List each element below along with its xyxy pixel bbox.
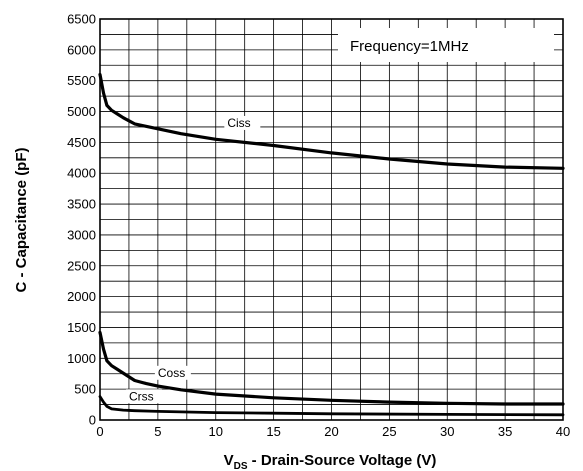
series-curves: [98, 72, 565, 417]
x-axis-label: VDS - Drain-Source Voltage (V): [224, 452, 437, 471]
y-tick-label: 6500: [67, 12, 96, 27]
x-tick-label: 35: [498, 424, 512, 439]
series-label-crss: Crss: [129, 389, 154, 403]
y-tick-label: 6000: [67, 42, 96, 57]
x-axis-label-text: - Drain-Source Voltage (V): [248, 452, 437, 469]
plot-frame: [99, 18, 564, 421]
x-tick-label: 10: [209, 424, 223, 439]
x-tick-label: 40: [556, 424, 570, 439]
x-tick-label: 15: [266, 424, 280, 439]
x-tick-label: 5: [154, 424, 161, 439]
y-tick-label: 2000: [67, 289, 96, 304]
y-tick-label: 1500: [67, 320, 96, 335]
grid: [99, 18, 564, 421]
y-tick-label: 2500: [67, 258, 96, 273]
series-line-coss: [98, 330, 565, 406]
x-tick-labels: 0 5 10 15 20 25 30 35 40: [96, 424, 570, 439]
x-tick-label: 20: [324, 424, 338, 439]
y-tick-labels: 0 500 1000 1500 2000 2500 3000 3500 4000 4500 5000…: [67, 12, 96, 428]
y-tick-label: 5500: [67, 73, 96, 88]
y-tick-label: 4000: [67, 166, 96, 181]
series-line-crss: [98, 395, 565, 417]
annotation-box: Frequency=1MHz: [338, 28, 554, 62]
series-line-ciss: [98, 72, 565, 170]
x-axis-label-symbol: V: [224, 452, 234, 469]
y-tick-label: 1000: [67, 351, 96, 366]
series-label-coss: Coss: [158, 366, 185, 380]
series-label-background: [224, 115, 261, 130]
y-tick-label: 3500: [67, 197, 96, 212]
series-label-background: [154, 365, 191, 380]
y-axis-label: C - Capacitance (pF): [13, 147, 30, 292]
x-tick-label: 0: [96, 424, 103, 439]
x-tick-label: 25: [382, 424, 396, 439]
y-tick-label: 0: [89, 413, 96, 428]
series-label-background: [125, 389, 162, 404]
x-tick-label: 30: [440, 424, 454, 439]
frequency-annotation: Frequency=1MHz: [350, 38, 469, 55]
y-tick-label: 500: [74, 382, 96, 397]
y-tick-label: 5000: [67, 104, 96, 119]
series-labels: Ciss Coss Crss: [125, 115, 261, 404]
y-tick-label: 4500: [67, 135, 96, 150]
x-axis-label-subscript: DS: [234, 461, 248, 471]
y-tick-label: 3000: [67, 227, 96, 242]
series-label-ciss: Ciss: [227, 116, 250, 130]
